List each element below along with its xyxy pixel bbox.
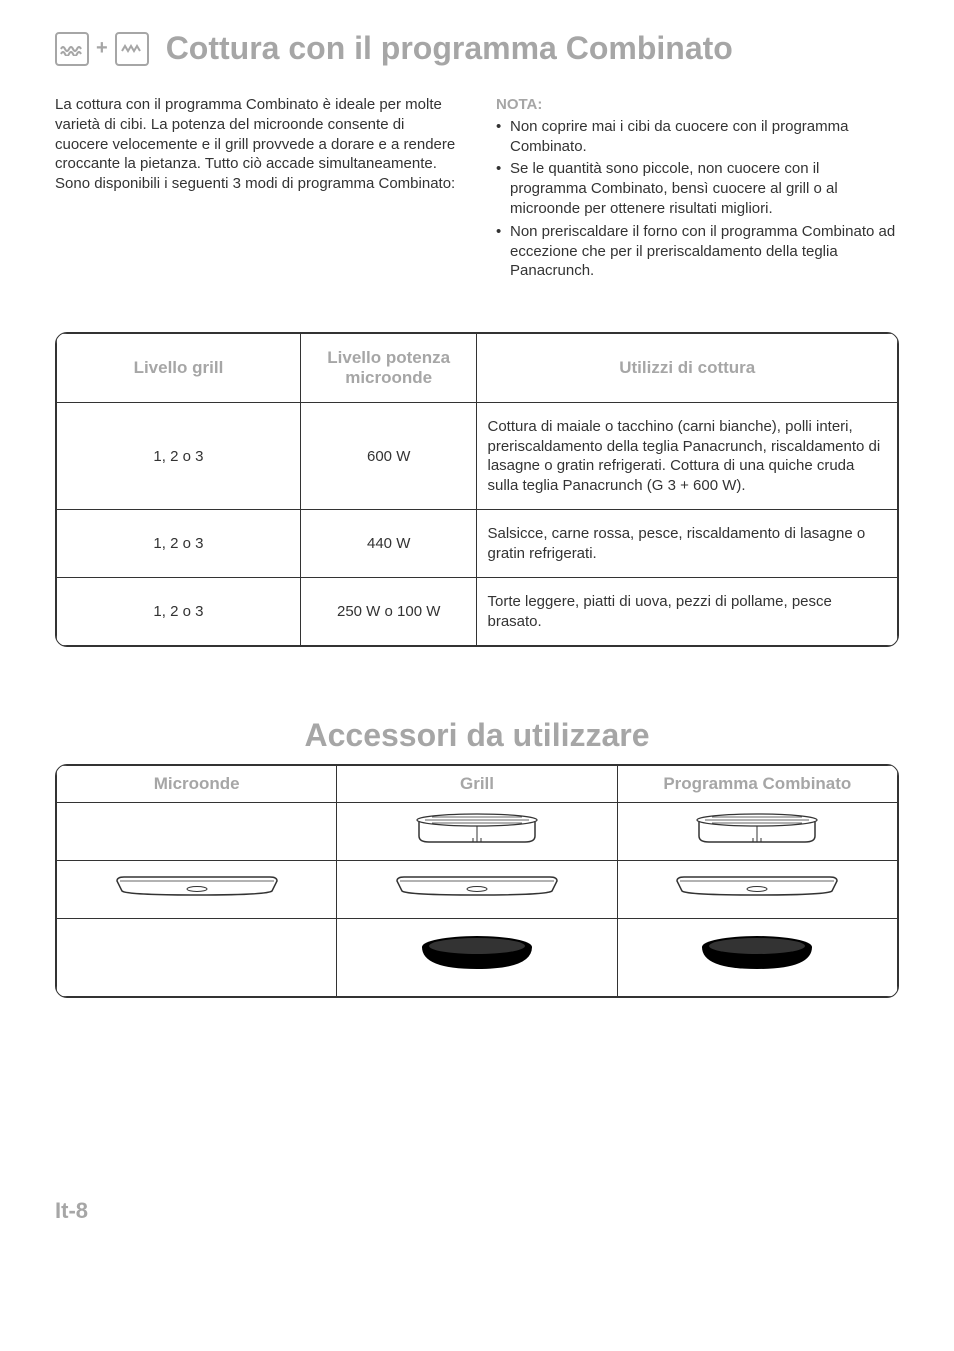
cell-power: 440 W	[300, 510, 477, 578]
intro-paragraph-2: Sono disponibili i seguenti 3 modi di pr…	[55, 174, 458, 194]
page-number: It-8	[55, 1198, 899, 1224]
table-row: 1, 2 o 3 440 W Salsicce, carne rossa, pe…	[57, 510, 898, 578]
nota-item: Se le quantità sono piccole, non cuocere…	[496, 159, 899, 218]
col-header-grill: Grill	[337, 766, 617, 803]
table-row: 1, 2 o 3 600 W Cottura di maiale o tacch…	[57, 403, 898, 510]
table-header-row: Microonde Grill Programma Combinato	[57, 766, 898, 803]
grill-table: Livello grill Livello potenza microonde …	[55, 332, 899, 647]
intro-paragraph-1: La cottura con il programma Combinato è …	[55, 95, 458, 174]
cell-grill: 1, 2 o 3	[57, 510, 301, 578]
cell-wire-rack	[617, 803, 897, 861]
col-header-grill: Livello grill	[57, 334, 301, 403]
glass-tray-icon	[672, 875, 842, 904]
cell-empty	[57, 803, 337, 861]
intro-section: La cottura con il programma Combinato è …	[55, 95, 899, 284]
cell-wire-rack	[337, 803, 617, 861]
cell-glass-tray	[617, 861, 897, 919]
col-header-microonde: Microonde	[57, 766, 337, 803]
microwave-icon	[55, 32, 89, 66]
cell-black-dish	[337, 919, 617, 997]
page-title: Cottura con il programma Combinato	[166, 30, 733, 67]
black-dish-icon	[417, 935, 537, 980]
cell-glass-tray	[337, 861, 617, 919]
cell-use: Salsicce, carne rossa, pesce, riscaldame…	[477, 510, 898, 578]
table-row: 1, 2 o 3 250 W o 100 W Torte leggere, pi…	[57, 578, 898, 646]
wire-rack-icon	[687, 812, 827, 851]
nota-list: Non coprire mai i cibi da cuocere con il…	[496, 117, 899, 281]
black-dish-icon	[697, 935, 817, 980]
glass-tray-icon	[392, 875, 562, 904]
table-row	[57, 861, 898, 919]
cell-black-dish	[617, 919, 897, 997]
nota-label: NOTA:	[496, 95, 899, 115]
table-row	[57, 803, 898, 861]
wire-rack-icon	[407, 812, 547, 851]
page-header: + Cottura con il programma Combinato	[55, 30, 899, 67]
cell-glass-tray	[57, 861, 337, 919]
nota-item: Non preriscaldare il forno con il progra…	[496, 222, 899, 281]
glass-tray-icon	[112, 875, 282, 904]
col-header-combi: Programma Combinato	[617, 766, 897, 803]
accessori-title: Accessori da utilizzare	[55, 717, 899, 754]
cell-use: Torte leggere, piatti di uova, pezzi di …	[477, 578, 898, 646]
cell-power: 250 W o 100 W	[300, 578, 477, 646]
col-header-use: Utilizzi di cottura	[477, 334, 898, 403]
col-header-power: Livello potenza microonde	[300, 334, 477, 403]
grill-icon	[115, 32, 149, 66]
cell-grill: 1, 2 o 3	[57, 403, 301, 510]
cell-empty	[57, 919, 337, 997]
cell-grill: 1, 2 o 3	[57, 578, 301, 646]
nota-item: Non coprire mai i cibi da cuocere con il…	[496, 117, 899, 157]
table-header-row: Livello grill Livello potenza microonde …	[57, 334, 898, 403]
intro-right: NOTA: Non coprire mai i cibi da cuocere …	[496, 95, 899, 284]
plus-separator: +	[96, 37, 108, 60]
accessori-table: Microonde Grill Programma Combinato	[55, 764, 899, 998]
table-row	[57, 919, 898, 997]
cell-use: Cottura di maiale o tacchino (carni bian…	[477, 403, 898, 510]
intro-left: La cottura con il programma Combinato è …	[55, 95, 458, 284]
cell-power: 600 W	[300, 403, 477, 510]
